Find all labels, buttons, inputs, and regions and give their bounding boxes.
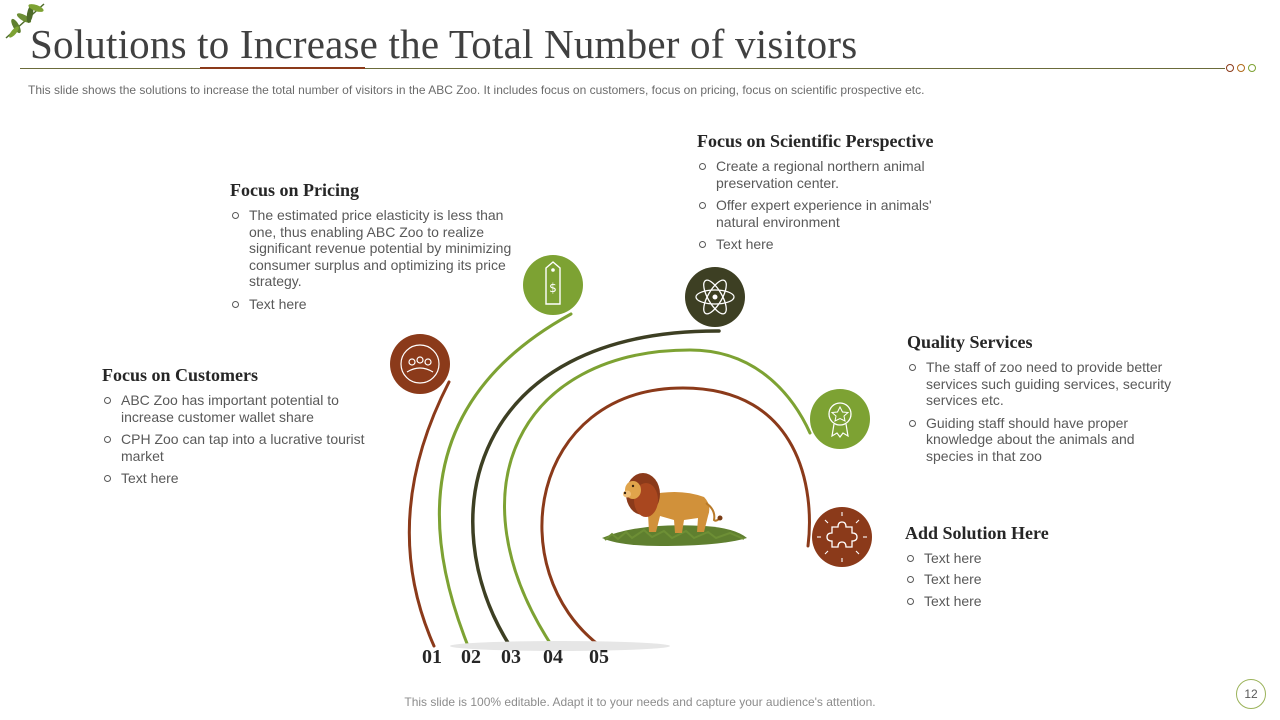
section-add-solution: Add Solution Here Text here Text here Te… <box>905 523 1125 616</box>
slide-subtitle: This slide shows the solutions to increa… <box>28 83 925 97</box>
section-scientific: Focus on Scientific Perspective Create a… <box>697 131 942 259</box>
ground-shadow <box>450 641 670 651</box>
list-item: Text here <box>905 550 1125 567</box>
section-heading: Quality Services <box>907 332 1033 352</box>
award-badge-icon <box>810 389 870 449</box>
arc-05 <box>540 386 811 648</box>
bullet-list: Text here Text here Text here <box>905 550 1125 610</box>
leaf-decoration-icon <box>5 3 45 39</box>
list-item: The staff of zoo need to provide better … <box>907 359 1179 409</box>
title-underline-accent <box>200 67 365 69</box>
list-item: CPH Zoo can tap into a lucrative tourist… <box>102 431 377 464</box>
price-tag-icon: $ <box>523 255 583 315</box>
page-title: Solutions to Increase the Total Number o… <box>30 21 858 67</box>
bullet-list: Create a regional northern animal preser… <box>697 158 942 253</box>
dot-icon <box>1226 64 1234 72</box>
section-heading: Focus on Pricing <box>230 180 359 200</box>
step-number-04: 04 <box>543 646 563 668</box>
step-number-01: 01 <box>422 646 442 668</box>
list-item: Text here <box>230 296 512 313</box>
section-customers: Focus on Customers ABC Zoo has important… <box>102 365 377 493</box>
bullet-list: The estimated price elasticity is less t… <box>230 207 512 312</box>
step-number-03: 03 <box>501 646 521 668</box>
dot-icon <box>1248 64 1256 72</box>
list-item: Text here <box>102 470 377 487</box>
arc-04 <box>503 348 812 648</box>
svg-text:$: $ <box>549 281 557 295</box>
list-item: Guiding staff should have proper knowled… <box>907 415 1179 465</box>
section-heading: Focus on Customers <box>102 365 258 385</box>
title-underline <box>20 68 1225 69</box>
footer-note: This slide is 100% editable. Adapt it to… <box>404 695 876 709</box>
bullet-list: ABC Zoo has important potential to incre… <box>102 392 377 487</box>
dot-icon <box>1237 64 1245 72</box>
section-quality: Quality Services The staff of zoo need t… <box>907 332 1179 470</box>
list-item: Text here <box>905 593 1125 610</box>
bullet-list: The staff of zoo need to provide better … <box>907 359 1179 464</box>
page-number: 12 <box>1236 679 1266 709</box>
arc-01 <box>407 380 451 648</box>
section-pricing: Focus on Pricing The estimated price ela… <box>230 180 512 318</box>
step-number-02: 02 <box>461 646 481 668</box>
title-dots <box>1226 64 1256 72</box>
lion-illustration-icon <box>602 473 747 546</box>
arc-02 <box>437 312 573 648</box>
atom-icon <box>685 267 745 327</box>
puzzle-icon <box>812 507 872 567</box>
list-item: Offer expert experience in animals' natu… <box>697 197 942 230</box>
step-number-05: 05 <box>589 646 609 668</box>
audience-icon <box>390 334 450 394</box>
section-heading: Add Solution Here <box>905 523 1049 543</box>
list-item: Create a regional northern animal preser… <box>697 158 942 191</box>
list-item: ABC Zoo has important potential to incre… <box>102 392 377 425</box>
list-item: Text here <box>905 571 1125 588</box>
section-heading: Focus on Scientific Perspective <box>697 131 934 151</box>
list-item: Text here <box>697 236 942 253</box>
list-item: The estimated price elasticity is less t… <box>230 207 512 290</box>
arc-03 <box>471 329 721 648</box>
